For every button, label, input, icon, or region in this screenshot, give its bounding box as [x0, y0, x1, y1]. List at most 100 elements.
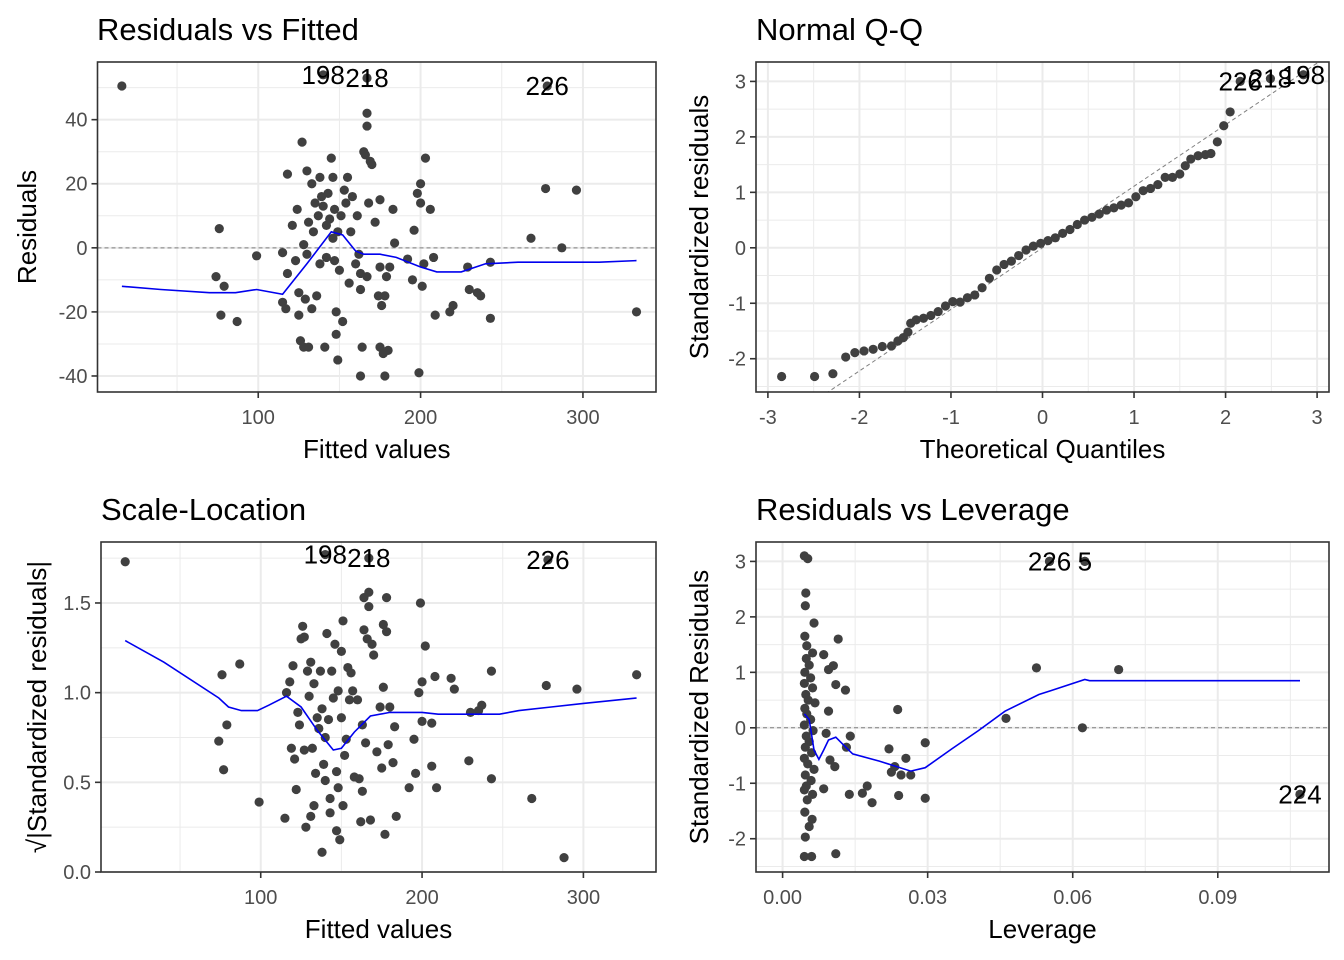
- data-point: [214, 224, 224, 234]
- data-point: [807, 814, 817, 824]
- minor-gridlines: [756, 542, 1329, 872]
- data-point: [631, 307, 642, 317]
- data-point: [314, 723, 324, 734]
- y-tick-label: 1: [735, 662, 746, 684]
- data-point: [342, 172, 353, 182]
- data-point: [417, 281, 427, 291]
- minor-gridlines: [97, 62, 656, 392]
- data-point: [351, 259, 361, 269]
- data-point: [409, 225, 419, 235]
- data-point: [336, 713, 346, 723]
- data-point: [306, 657, 316, 667]
- data-point: [800, 770, 810, 780]
- data-point: [803, 554, 813, 564]
- data-point: [375, 195, 385, 205]
- data-point: [1193, 151, 1203, 161]
- data-point: [446, 673, 456, 683]
- data-point: [281, 304, 291, 314]
- data-point: [344, 695, 355, 705]
- data-point: [414, 368, 424, 378]
- data-point: [540, 183, 551, 194]
- data-point: [486, 666, 497, 676]
- data-point: [857, 788, 867, 798]
- data-point: [918, 313, 929, 323]
- data-point: [219, 281, 229, 291]
- x-tick-label: 200: [404, 407, 437, 429]
- data-point: [526, 233, 536, 243]
- x-tick-label: 300: [567, 887, 600, 909]
- x-tick-label: -1: [942, 407, 960, 429]
- data-point: [355, 284, 366, 295]
- y-tick-label: 3: [735, 71, 746, 93]
- data-point: [807, 683, 818, 693]
- data-point: [235, 659, 245, 669]
- data-point: [449, 684, 459, 694]
- data-point: [328, 233, 338, 243]
- data-point: [1101, 205, 1112, 215]
- y-tick-label: 1: [735, 182, 746, 204]
- data-point: [819, 784, 829, 794]
- data-point: [809, 764, 819, 774]
- data-point: [840, 685, 851, 695]
- y-tick-label: 20: [65, 174, 87, 196]
- data-point: [370, 217, 380, 227]
- data-point: [359, 625, 369, 635]
- data-point: [312, 291, 322, 301]
- data-point: [352, 211, 362, 221]
- data-point: [801, 588, 811, 598]
- data-point-labeled: [543, 555, 553, 565]
- data-point: [388, 204, 398, 214]
- data-point: [391, 811, 401, 822]
- data-point: [388, 757, 398, 768]
- x-tick-label: 1: [1128, 407, 1139, 429]
- y-tick-label: 0: [735, 238, 746, 260]
- data-point: [1206, 148, 1216, 159]
- data-point: [1036, 238, 1046, 248]
- data-point: [346, 668, 356, 678]
- data-point: [1006, 256, 1016, 266]
- data-point: [1031, 663, 1042, 673]
- data-point: [299, 240, 309, 250]
- data-point: [301, 822, 311, 832]
- data-point: [572, 684, 582, 694]
- data-point: [831, 849, 841, 859]
- y-tick-label: -20: [59, 302, 88, 324]
- data-point: [828, 369, 838, 379]
- data-point: [1114, 664, 1124, 675]
- data-point: [315, 259, 325, 269]
- data-point: [216, 310, 226, 320]
- data-point: [322, 628, 332, 639]
- data-point: [302, 249, 312, 259]
- data-point: [298, 621, 308, 631]
- data-point: [333, 355, 343, 365]
- point-label: 226: [1028, 546, 1071, 576]
- data-point: [940, 301, 951, 311]
- data-point: [803, 759, 813, 769]
- y-tick-label: 0.0: [63, 862, 91, 884]
- data-point: [299, 632, 309, 642]
- data-point: [862, 781, 872, 791]
- point-label: 218: [1249, 64, 1292, 94]
- data-point: [933, 306, 943, 317]
- data-point: [339, 185, 349, 195]
- data-point: [333, 783, 343, 793]
- data-point: [884, 744, 894, 754]
- data-point-labeled: [1235, 76, 1245, 87]
- y-axis-title: Standardized Residuals: [684, 570, 714, 845]
- data-point: [427, 718, 437, 728]
- data-point: [477, 700, 487, 710]
- x-tick-label: 0.03: [908, 887, 947, 909]
- data-point: [338, 801, 348, 811]
- point-label: 198: [1282, 60, 1325, 90]
- data-point: [331, 766, 342, 777]
- major-gridlines: [756, 542, 1329, 872]
- data-point: [920, 793, 930, 803]
- data-point: [217, 670, 227, 680]
- data-point: [334, 265, 345, 275]
- y-tick-label: -1: [728, 773, 746, 795]
- data-point: [331, 307, 341, 317]
- x-axis-title: Fitted values: [303, 434, 450, 464]
- data-point: [541, 680, 551, 691]
- data-point: [1123, 198, 1134, 208]
- x-tick-label: 0.06: [1053, 887, 1092, 909]
